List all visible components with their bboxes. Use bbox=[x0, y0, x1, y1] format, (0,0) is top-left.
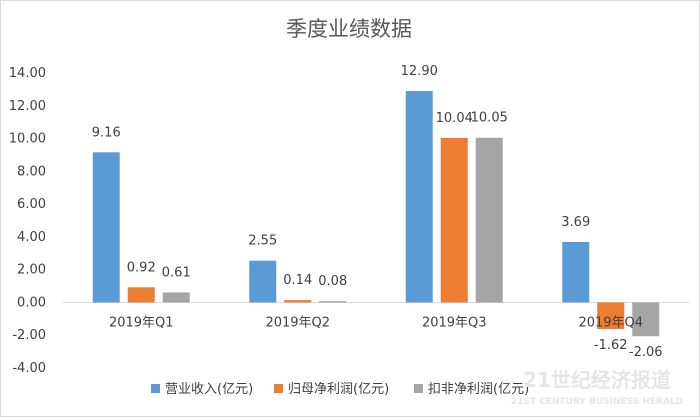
data-label: 10.05 bbox=[471, 111, 508, 126]
data-label: 0.61 bbox=[162, 265, 191, 280]
legend-swatch bbox=[274, 384, 283, 393]
bar bbox=[284, 300, 312, 303]
data-label: 10.04 bbox=[436, 111, 473, 126]
bar bbox=[597, 302, 625, 329]
bar bbox=[632, 302, 660, 337]
x-tick-label: 2019年Q2 bbox=[265, 315, 330, 330]
y-tick-label: 4.00 bbox=[17, 230, 46, 245]
legend-label: 扣非净利润(亿元) bbox=[428, 382, 529, 397]
legend: 营业收入(亿元) 归母净利润(亿元) 扣非净利润(亿元) bbox=[151, 382, 529, 397]
y-tick-label: 8.00 bbox=[17, 164, 46, 179]
bar bbox=[249, 260, 277, 303]
data-label: 12.90 bbox=[401, 64, 438, 79]
plot-area bbox=[92, 91, 660, 337]
data-label: 0.92 bbox=[127, 260, 156, 275]
chart-title: 季度业绩数据 bbox=[286, 17, 412, 41]
bar bbox=[127, 287, 155, 303]
x-tick-label: 2019年Q1 bbox=[109, 315, 174, 330]
bar bbox=[162, 292, 190, 303]
x-tick-label: 2019年Q3 bbox=[422, 315, 487, 330]
data-label: -1.62 bbox=[594, 338, 628, 353]
y-tick-label: 10.00 bbox=[9, 132, 46, 147]
y-tick-label: -4.00 bbox=[12, 361, 46, 376]
legend-label: 归母净利润(亿元) bbox=[288, 382, 389, 397]
bar bbox=[475, 137, 503, 303]
legend-swatch bbox=[151, 384, 160, 393]
data-label: 0.14 bbox=[283, 273, 312, 288]
y-tick-label: 2.00 bbox=[17, 263, 46, 278]
bar bbox=[405, 91, 433, 303]
y-axis: 14.00 12.00 10.00 8.00 6.00 4.00 2.00 0.00 -2.00… bbox=[9, 66, 46, 376]
data-label: 3.69 bbox=[561, 215, 590, 230]
legend-swatch bbox=[414, 384, 423, 393]
x-tick-label: 2019年Q4 bbox=[578, 315, 643, 330]
watermark-logo: 21世纪经济报道 21ST CENTURY BUSINESS HERALD bbox=[511, 368, 683, 407]
data-label: 0.08 bbox=[318, 274, 347, 289]
y-tick-label: 14.00 bbox=[9, 66, 46, 81]
y-tick-label: -2.00 bbox=[12, 328, 46, 343]
watermark-subtext: 21ST CENTURY BUSINESS HERALD bbox=[511, 397, 683, 407]
watermark-text: 21世纪经济报道 bbox=[523, 368, 671, 392]
bar bbox=[92, 152, 120, 303]
x-axis: 2019年Q1 2019年Q2 2019年Q3 2019年Q4 bbox=[109, 315, 643, 330]
data-label: 9.16 bbox=[92, 125, 121, 140]
y-tick-label: 6.00 bbox=[17, 197, 46, 212]
data-label: -2.06 bbox=[629, 345, 663, 360]
data-label: 2.55 bbox=[248, 234, 277, 249]
bar bbox=[562, 241, 590, 303]
y-tick-label: 0.00 bbox=[17, 295, 46, 310]
bar bbox=[440, 137, 468, 303]
y-tick-label: 12.00 bbox=[9, 99, 46, 114]
bar bbox=[319, 301, 347, 303]
legend-label: 营业收入(亿元) bbox=[165, 382, 253, 397]
